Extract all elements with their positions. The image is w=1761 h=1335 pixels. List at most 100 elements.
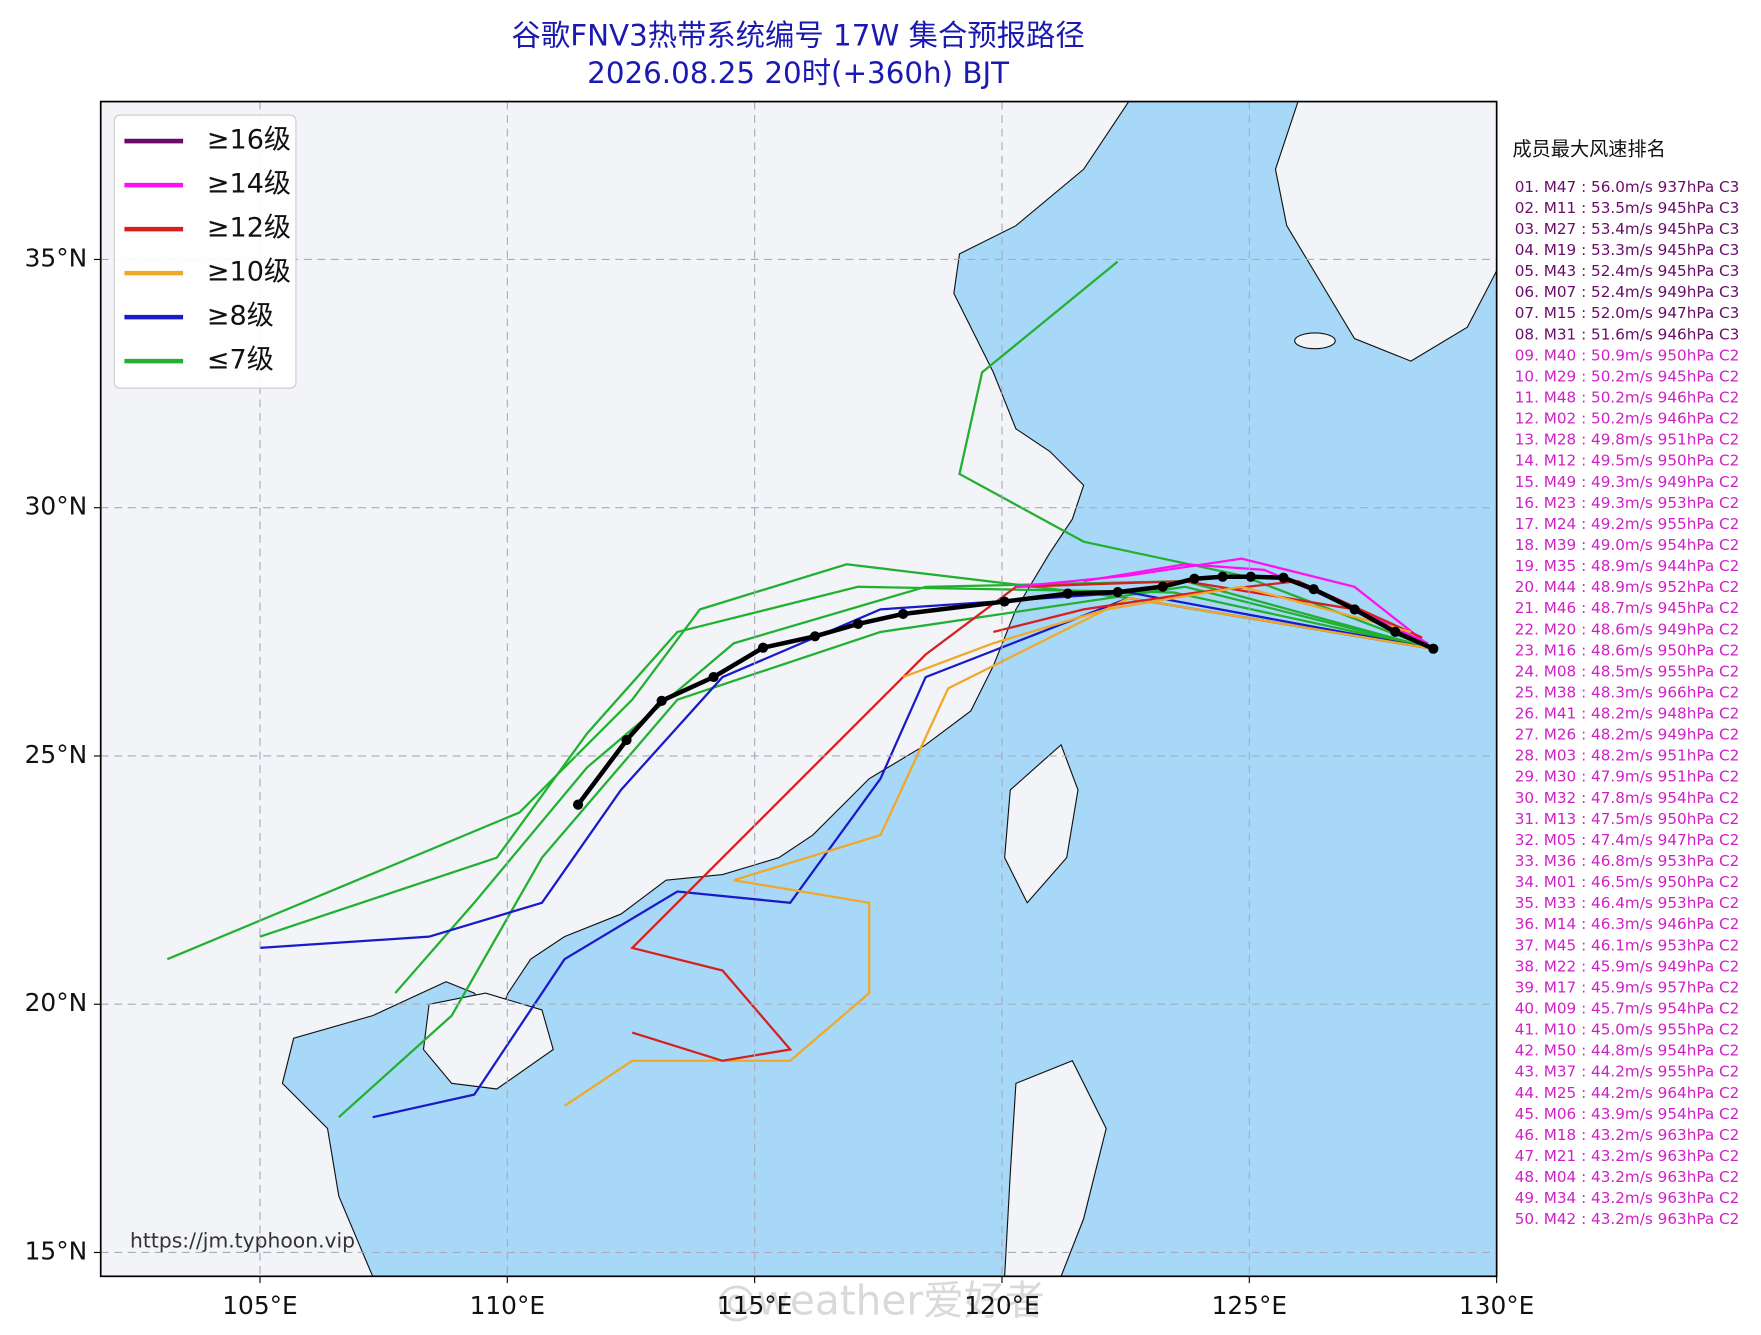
ranking-item: 45. M06 : 43.9m/s 954hPa C2 <box>1515 1105 1740 1123</box>
ranking-item: 41. M10 : 45.0m/s 955hPa C2 <box>1515 1021 1740 1039</box>
legend-label: ≥16级 <box>207 125 291 156</box>
track-point <box>1062 588 1073 599</box>
y-tick-label: 25°N <box>25 740 88 769</box>
ranking-item: 32. M05 : 47.4m/s 947hPa C2 <box>1515 831 1740 849</box>
ranking-item: 23. M16 : 48.6m/s 950hPa C2 <box>1515 641 1740 659</box>
title: 谷歌FNV3热带系统编号 17W 集合预报路径 <box>512 19 1085 53</box>
ranking-title: 成员最大风速排名 <box>1512 138 1665 161</box>
x-tick-label: 110°E <box>470 1291 545 1320</box>
track-point <box>1308 584 1319 595</box>
ranking-item: 35. M33 : 46.4m/s 953hPa C2 <box>1515 894 1740 912</box>
track-point <box>809 631 821 642</box>
ensemble-track <box>563 596 1434 1107</box>
ensemble-track <box>338 585 1434 1119</box>
ranking-item: 40. M09 : 45.7m/s 954hPa C2 <box>1515 1000 1740 1018</box>
ranking-item: 30. M32 : 47.8m/s 954hPa C2 <box>1515 789 1740 807</box>
track-point <box>1189 573 1200 584</box>
x-tick-label: 115°E <box>717 1291 792 1320</box>
y-tick-label: 20°N <box>25 988 88 1017</box>
ranking-item: 14. M12 : 49.5m/s 950hPa C2 <box>1515 452 1740 470</box>
ranking-item: 06. M07 : 52.4m/s 949hPa C3 <box>1515 283 1740 301</box>
ranking-item: 02. M11 : 53.5m/s 945hPa C3 <box>1515 199 1740 217</box>
track-point <box>1245 571 1256 582</box>
track-point <box>852 618 864 629</box>
ranking-item: 17. M24 : 49.2m/s 955hPa C2 <box>1515 515 1740 533</box>
ranking-item: 07. M15 : 52.0m/s 947hPa C3 <box>1515 304 1740 322</box>
legend: ≥16级 ≥14级 ≥12级 ≥10级 ≥8级 ≤7级 <box>113 114 297 389</box>
x-tick-label: 125°E <box>1212 1291 1287 1320</box>
ranking-item: 09. M40 : 50.9m/s 950hPa C2 <box>1515 346 1740 364</box>
ranking-item: 13. M28 : 49.8m/s 951hPa C2 <box>1515 431 1740 449</box>
ranking-item: 21. M46 : 48.7m/s 945hPa C2 <box>1515 599 1740 617</box>
track-point <box>1428 643 1439 654</box>
subtitle: 2026.08.25 20时(+360h) BJT <box>587 56 1009 90</box>
ensemble-track <box>630 580 1355 1062</box>
track-point <box>757 642 769 653</box>
y-tick-label: 35°N <box>25 243 88 272</box>
ranking-item: 33. M36 : 46.8m/s 953hPa C2 <box>1515 852 1740 870</box>
mainland <box>100 100 1130 1277</box>
taiwan <box>1004 743 1079 904</box>
track-point <box>1157 581 1168 592</box>
ranking-item: 04. M19 : 53.3m/s 945hPa C3 <box>1515 241 1740 259</box>
map-frame <box>99 100 1498 1278</box>
ranking-item: 25. M38 : 48.3m/s 966hPa C2 <box>1515 683 1740 701</box>
ranking-item: 27. M26 : 48.2m/s 949hPa C2 <box>1515 726 1740 744</box>
ranking-item: 28. M03 : 48.2m/s 951hPa C2 <box>1515 747 1740 765</box>
mean-track <box>576 574 1435 806</box>
ranking-item: 05. M43 : 52.4m/s 945hPa C3 <box>1515 262 1740 280</box>
legend-label: ≥10级 <box>207 257 291 288</box>
ranking: 成员最大风速排名 01. M47 : 56.0m/s 937hPa C3 02. … <box>1512 138 1739 1229</box>
ranking-item: 24. M08 : 48.5m/s 955hPa C2 <box>1515 662 1740 680</box>
track-point <box>708 671 719 683</box>
watermark: @weather爱好者 <box>716 1276 1045 1324</box>
ensemble-track <box>259 585 1434 938</box>
ranking-item: 38. M22 : 45.9m/s 949hPa C2 <box>1515 957 1740 975</box>
y-tick-label: 30°N <box>25 492 88 521</box>
ranking-item: 18. M39 : 49.0m/s 954hPa C2 <box>1515 536 1740 554</box>
track-point <box>1112 587 1123 598</box>
ranking-item: 39. M17 : 45.9m/s 957hPa C2 <box>1515 978 1740 996</box>
x-tick-label: 120°E <box>964 1291 1039 1320</box>
luzon <box>1004 1060 1107 1277</box>
track-point <box>1390 626 1401 637</box>
ranking-item: 48. M04 : 43.2m/s 963hPa C2 <box>1515 1168 1740 1186</box>
jeju <box>1294 332 1336 350</box>
track-point <box>897 608 909 620</box>
ranking-item: 12. M02 : 50.2m/s 946hPa C2 <box>1515 410 1740 428</box>
y-tick-label: 15°N <box>25 1236 88 1265</box>
track-point <box>1217 571 1228 582</box>
x-tick-label: 105°E <box>222 1291 297 1320</box>
ranking-item: 50. M42 : 43.2m/s 963hPa C2 <box>1515 1210 1740 1228</box>
track-point <box>656 695 667 706</box>
track-point <box>572 799 584 810</box>
hainan <box>422 992 554 1090</box>
ensemble-track <box>372 596 1434 1119</box>
track-point <box>1349 604 1360 615</box>
ranking-item: 22. M20 : 48.6m/s 949hPa C2 <box>1515 620 1740 638</box>
map-area <box>100 100 1498 1277</box>
source: https://jm.typhoon.vip <box>130 1228 355 1252</box>
ranking-item: 42. M50 : 44.8m/s 954hPa C2 <box>1515 1042 1740 1060</box>
ranking-item: 11. M48 : 50.2m/s 946hPa C2 <box>1515 389 1740 407</box>
ranking-item: 19. M35 : 48.9m/s 944hPa C2 <box>1515 557 1740 575</box>
ranking-item: 10. M29 : 50.2m/s 945hPa C2 <box>1515 367 1740 385</box>
legend-label: ≥12级 <box>207 213 291 244</box>
ranking-item: 08. M31 : 51.6m/s 946hPa C3 <box>1515 325 1740 343</box>
track-point <box>1278 572 1289 583</box>
ranking-item: 16. M23 : 49.3m/s 953hPa C2 <box>1515 494 1740 512</box>
ranking-item: 20. M44 : 48.9m/s 952hPa C2 <box>1515 578 1740 596</box>
track-layer <box>572 571 1439 810</box>
ranking-item: 15. M49 : 49.3m/s 949hPa C2 <box>1515 473 1740 491</box>
track-point <box>999 596 1010 607</box>
ranking-item: 49. M34 : 43.2m/s 963hPa C2 <box>1515 1189 1740 1207</box>
legend-label: ≥8级 <box>207 301 274 332</box>
ranking-item: 37. M45 : 46.1m/s 953hPa C2 <box>1515 936 1740 954</box>
ranking-item: 46. M18 : 43.2m/s 963hPa C2 <box>1515 1126 1740 1144</box>
ranking-item: 47. M21 : 43.2m/s 963hPa C2 <box>1515 1147 1740 1165</box>
x-tick-label: 130°E <box>1459 1291 1534 1320</box>
legend-label: ≥14级 <box>207 169 291 200</box>
track-point <box>621 735 632 746</box>
ranking-item: 29. M30 : 47.9m/s 951hPa C2 <box>1515 768 1740 786</box>
